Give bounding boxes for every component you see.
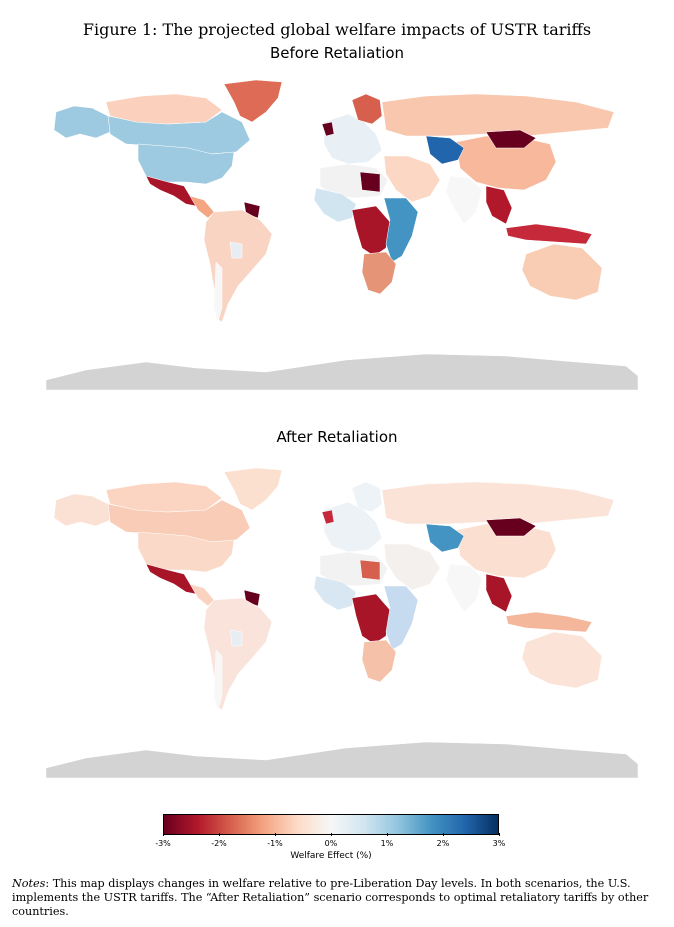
region-europe <box>323 501 383 553</box>
region-scandinavia <box>351 481 383 513</box>
map-before-retaliation <box>46 72 638 390</box>
region-australia <box>521 243 603 301</box>
region-bolivia <box>229 241 243 259</box>
region-antarctica <box>46 741 638 778</box>
region-russia <box>381 93 615 137</box>
world-map-svg <box>46 79 638 390</box>
colorbar-tick-label: 1% <box>380 839 394 848</box>
region-antarctica <box>46 353 638 390</box>
region-mexico <box>145 563 197 595</box>
region-canada-arctic <box>105 481 223 513</box>
colorbar-tick: -1% <box>255 833 295 848</box>
region-greenland <box>223 467 283 511</box>
map-after-retaliation <box>46 460 638 778</box>
region-greenland <box>223 79 283 123</box>
region-mongolia <box>485 129 537 149</box>
colorbar-tick-label: -2% <box>211 839 227 848</box>
region-central-asia <box>425 135 465 165</box>
colorbar-tick-label: -1% <box>267 839 283 848</box>
region-mexico <box>145 175 197 207</box>
region-australia <box>521 631 603 689</box>
region-scandinavia <box>351 93 383 125</box>
region-bolivia <box>229 629 243 647</box>
region-central-africa <box>351 205 391 257</box>
region-southeast-asia <box>485 573 513 613</box>
region-east-africa <box>383 197 419 263</box>
region-west-africa <box>313 187 357 223</box>
colorbar-label: Welfare Effect (%) <box>290 851 372 861</box>
colorbar-tick-label: -3% <box>155 839 171 848</box>
map-title-before: Before Retaliation <box>269 44 405 62</box>
region-indonesia-png <box>505 611 593 633</box>
region-chile <box>213 261 223 323</box>
region-libya <box>359 171 381 193</box>
colorbar-tick: 2% <box>423 833 463 848</box>
colorbar-tick: 0% <box>311 833 351 848</box>
region-southern-africa <box>361 639 397 683</box>
map-title-after: After Retaliation <box>276 428 398 446</box>
region-southeast-asia <box>485 185 513 225</box>
colorbar-tick: -2% <box>199 833 239 848</box>
region-india <box>445 175 483 225</box>
figure-title: Figure 1: The projected global welfare i… <box>82 20 592 39</box>
region-central-america <box>189 583 215 607</box>
colorbar-tick: 1% <box>367 833 407 848</box>
region-central-africa <box>351 593 391 645</box>
notes-text: : This map displays changes in welfare r… <box>12 877 649 918</box>
notes-label: Notes <box>12 877 46 890</box>
region-central-america <box>189 195 215 219</box>
figure-notes: Notes: This map displays changes in welf… <box>12 877 667 919</box>
colorbar-tick: -3% <box>143 833 183 848</box>
colorbar <box>163 814 499 835</box>
colorbar-tick-label: 3% <box>492 839 506 848</box>
region-india <box>445 563 483 613</box>
world-map-svg <box>46 467 638 778</box>
colorbar-tick-label: 0% <box>324 839 338 848</box>
region-canada-arctic <box>105 93 223 125</box>
region-southern-africa <box>361 251 397 295</box>
region-mongolia <box>485 517 537 537</box>
region-chile <box>213 649 223 711</box>
region-europe <box>323 113 383 165</box>
region-libya <box>359 559 381 581</box>
region-uk <box>321 121 335 137</box>
colorbar-tick: 3% <box>479 833 519 848</box>
region-middle-east <box>383 543 441 591</box>
colorbar-tick-label: 2% <box>436 839 450 848</box>
region-east-africa <box>383 585 419 651</box>
region-russia <box>381 481 615 525</box>
region-uk <box>321 509 335 525</box>
region-indonesia-png <box>505 223 593 245</box>
region-alaska <box>53 493 111 527</box>
region-middle-east <box>383 155 441 203</box>
region-west-africa <box>313 575 357 611</box>
region-alaska <box>53 105 111 139</box>
region-central-asia <box>425 523 465 553</box>
colorbar-ticks: -3% -2% -1% 0% 1% 2% 3% <box>155 833 505 849</box>
